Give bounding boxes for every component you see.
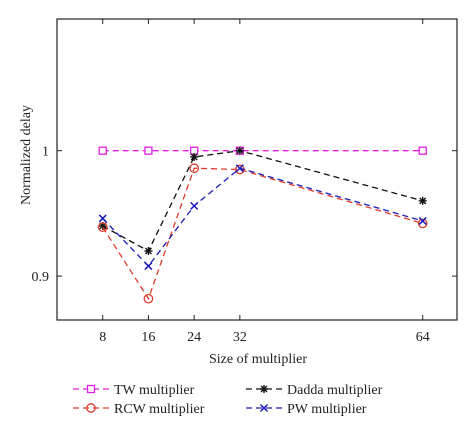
legend-marker	[86, 384, 96, 394]
x-tick-label: 64	[416, 330, 430, 345]
rcw-multiplier-point	[189, 163, 199, 174]
tw-multiplier-point	[418, 146, 427, 155]
plot-frame	[56, 18, 458, 321]
x-tick-label: 16	[141, 330, 155, 345]
y-tick-label: 0.9	[32, 270, 50, 285]
rcw-multiplier-point	[417, 218, 428, 229]
rcw-multiplier-line	[102, 167, 423, 301]
legend-label: RCW multiplier	[114, 402, 205, 417]
legend-item-tw-multiplier: TW multiplier	[73, 383, 195, 398]
legend-label: PW multiplier	[287, 402, 367, 417]
y-tick-label: 1	[42, 145, 49, 160]
dadda-multiplier-point	[418, 196, 427, 205]
rcw-multiplier-point	[97, 222, 108, 233]
legend-label: TW multiplier	[114, 383, 195, 398]
legend-marker	[259, 403, 269, 413]
dadda-multiplier-point	[144, 247, 153, 256]
legend-marker	[260, 385, 268, 393]
pw-multiplier-point	[235, 164, 244, 173]
rcw-multiplier-point	[143, 293, 154, 304]
pw-multiplier-point	[418, 216, 427, 225]
x-tick-label: 8	[99, 330, 106, 345]
legend-label: Dadda multiplier	[287, 383, 383, 398]
pw-multiplier-point	[190, 201, 199, 210]
dadda-multiplier-point	[190, 152, 199, 161]
y-axis-label: Normalized delay	[19, 105, 34, 205]
x-axis-label: Size of multiplier	[209, 352, 307, 367]
pw-multiplier-point	[98, 214, 107, 223]
legend-item-dadda-multiplier: Dadda multiplier	[246, 383, 383, 398]
x-tick-label: 24	[187, 330, 201, 345]
tw-multiplier-point	[98, 146, 107, 155]
legend-marker	[86, 403, 96, 413]
x-tick-label: 32	[233, 330, 247, 345]
legend-item-pw-multiplier: PW multiplier	[246, 402, 367, 417]
tw-multiplier-point	[144, 146, 153, 155]
dadda-multiplier-point	[235, 146, 244, 155]
legend-item-rcw-multiplier: RCW multiplier	[73, 402, 205, 417]
pw-multiplier-point	[144, 262, 153, 271]
dadda-multiplier-line	[102, 150, 423, 252]
legend: TW multiplier Dadda multiplier RCW multipl…	[73, 383, 383, 417]
